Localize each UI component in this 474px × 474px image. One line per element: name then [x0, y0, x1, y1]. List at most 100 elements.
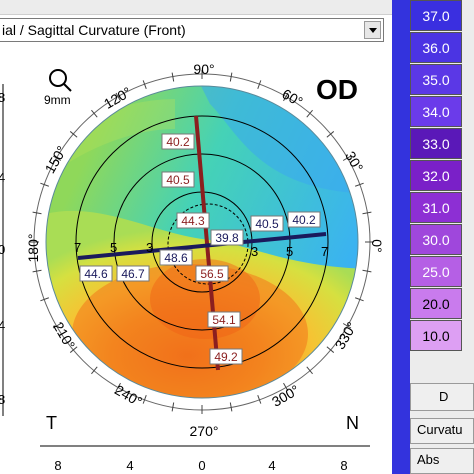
map-type-label: ial / Sagittal Curvature (Front)	[2, 22, 186, 38]
degree-tick	[362, 269, 372, 273]
ring-label: 5	[286, 244, 293, 259]
degree-tick	[326, 346, 335, 353]
value-label: 48.6	[164, 251, 188, 265]
value-label: 40.5	[166, 173, 190, 187]
degree-tick	[69, 131, 78, 138]
value-label: 54.1	[212, 313, 236, 327]
left-axis-ticks: 8 4 0 4 8	[0, 90, 5, 407]
degree-tick	[32, 211, 42, 215]
value-label: 44.6	[84, 267, 108, 281]
abs-label: Abs	[417, 452, 440, 467]
scale-row: 36.0	[410, 32, 462, 63]
axis-label-180: 180°	[25, 234, 41, 263]
ring-labels: 7 5 3 3 5 7	[74, 240, 328, 259]
scale-value: 32.0	[422, 168, 450, 184]
ring-label: 3	[251, 244, 258, 259]
degree-tick	[69, 346, 78, 353]
degree-tick	[32, 269, 42, 273]
degree-tick	[142, 80, 147, 90]
scale-row: 31.0	[410, 192, 462, 223]
curvature-label: Curvatu	[417, 422, 463, 437]
scale-value: 37.0	[422, 8, 450, 24]
degree-tick	[257, 80, 262, 90]
axis-label-270: 270°	[190, 423, 219, 439]
scale-value: 36.0	[422, 40, 450, 56]
magnifier-icon[interactable]	[49, 69, 72, 92]
bottom-tick-label: 4	[126, 458, 133, 473]
ring-label: 3	[146, 240, 153, 255]
bottom-tick-label: 4	[268, 458, 275, 473]
value-label: 40.2	[166, 135, 190, 149]
chevron-down-icon[interactable]	[364, 21, 381, 39]
degree-tick	[171, 402, 175, 412]
degree-tick	[229, 72, 233, 82]
scale-value: 10.0	[422, 328, 450, 344]
axis-label-30: 30°	[342, 148, 366, 174]
bottom-tick-label: 8	[340, 458, 347, 473]
axis-label-90: 90°	[193, 61, 214, 77]
value-label: 46.7	[121, 267, 145, 281]
value-label: 39.8	[215, 231, 239, 245]
degree-tick	[115, 92, 121, 102]
bottom-tick-label: 8	[54, 458, 61, 473]
scale-value: 34.0	[422, 104, 450, 120]
left-tick-label: 4	[0, 170, 5, 185]
unit-label: D	[439, 389, 449, 404]
bottom-axis-ticks: 8 4 0 4 8	[54, 458, 347, 473]
scale-value: 33.0	[422, 136, 450, 152]
curvature-button[interactable]: Curvatu	[410, 418, 474, 444]
eye-label: OD	[316, 74, 358, 105]
axis-label-240: 240°	[112, 381, 145, 409]
scale-value: 30.0	[422, 232, 450, 248]
ring-label: 5	[110, 240, 117, 255]
scale-row: 10.0	[410, 320, 462, 351]
value-label: 40.5	[255, 217, 279, 231]
color-scale-panel: 37.0 36.0 35.0 34.0 33.0 32.0 31.0 30.0 25.0 20.0…	[392, 0, 474, 474]
degree-tick	[229, 402, 233, 412]
scale-value: 20.0	[422, 296, 450, 312]
degree-tick	[52, 155, 62, 161]
degree-tick	[342, 155, 352, 161]
degree-tick	[115, 382, 121, 392]
unit-box: D	[410, 383, 474, 411]
degree-tick	[354, 182, 364, 187]
value-label: 49.2	[214, 350, 238, 364]
axis-label-330: 330°	[331, 319, 359, 352]
degree-ticks	[30, 70, 374, 414]
axis-label-0: 0°	[369, 239, 385, 252]
map-type-dropdown[interactable]: ial / Sagittal Curvature (Front)	[0, 18, 384, 42]
horizontal-values: 44.6 46.7 48.6 39.8 40.5 40.2	[79, 211, 321, 282]
scale-row: 20.0	[410, 288, 462, 319]
degree-tick	[40, 182, 50, 187]
degree-tick	[283, 382, 289, 392]
axis-label-300: 300°	[269, 381, 302, 409]
degree-tick	[52, 323, 62, 329]
vertical-values: 40.2 40.5 44.3 56.5 54.1 49.2	[161, 133, 243, 365]
flat-meridian	[77, 232, 327, 260]
scale-value: 31.0	[422, 200, 450, 216]
degree-tick	[326, 131, 335, 138]
ring-label: 7	[74, 240, 81, 255]
title-bar	[0, 0, 392, 15]
scale-value: 25.0	[422, 264, 450, 280]
bottom-tick-label: 0	[198, 458, 205, 473]
value-label: 56.5	[200, 267, 224, 281]
curvature-map[interactable]: 8 4 0 4 8 8 4 0 4 8	[0, 44, 392, 474]
left-tick-label: 0	[0, 242, 5, 257]
temporal-label: T	[46, 413, 57, 433]
steep-meridian	[194, 115, 220, 371]
value-label: 40.2	[292, 213, 316, 227]
scale-row: 33.0	[410, 128, 462, 159]
degree-tick	[362, 211, 372, 215]
abs-button[interactable]: Abs	[410, 448, 474, 474]
left-tick-label: 8	[0, 392, 5, 407]
scale-row: 34.0	[410, 96, 462, 127]
map-area: 8 4 0 4 8 8 4 0 4 8	[0, 44, 392, 474]
degree-tick	[306, 366, 313, 375]
degree-tick	[306, 109, 313, 118]
ring-label: 7	[321, 244, 328, 259]
scale-row: 32.0	[410, 160, 462, 191]
scale-row: 25.0	[410, 256, 462, 287]
scale-strip	[392, 0, 410, 474]
